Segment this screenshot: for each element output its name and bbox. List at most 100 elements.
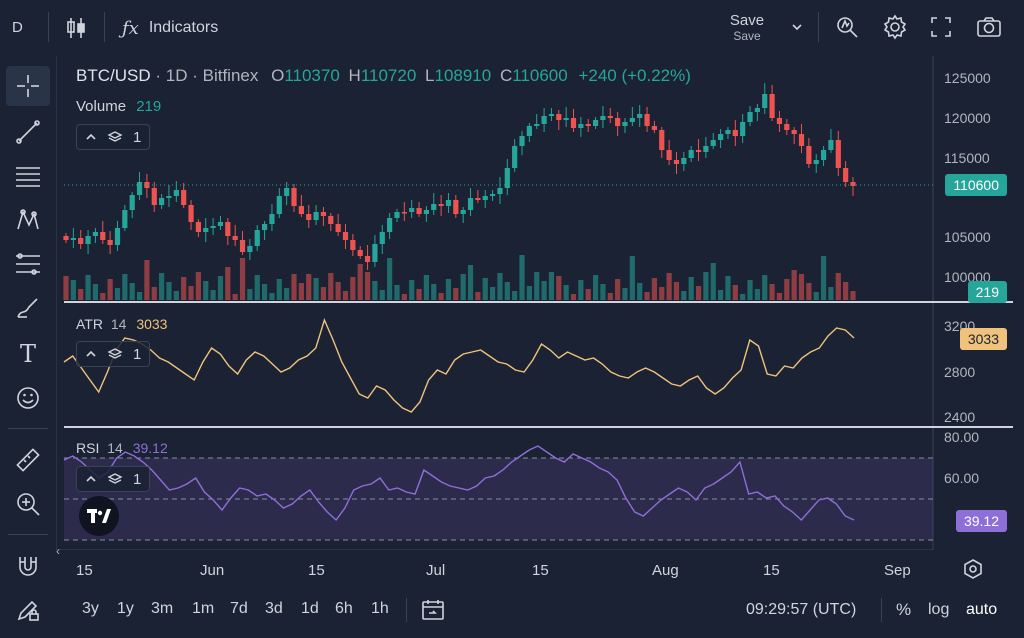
chart-type-icon[interactable]	[62, 14, 90, 42]
candle-body	[718, 134, 724, 140]
settings-gear-icon[interactable]	[882, 14, 908, 45]
symbol-short-button[interactable]: D	[12, 19, 23, 36]
horizontal-lines-tool[interactable]	[6, 156, 50, 196]
collapse-chevron-icon[interactable]	[85, 131, 97, 143]
candle-body	[232, 236, 238, 240]
quick-search-icon[interactable]	[834, 14, 860, 45]
fullscreen-icon[interactable]	[930, 16, 952, 43]
volume-bar	[747, 280, 753, 300]
rsi-axis-label: 60.00	[944, 470, 980, 486]
layer-count: 1	[133, 345, 142, 363]
volume-bar	[850, 291, 856, 300]
candle-body	[225, 222, 231, 236]
date-range-calendar-icon[interactable]	[420, 598, 446, 627]
volume-bar	[791, 270, 797, 300]
timeframe-3m[interactable]: 3m	[151, 600, 174, 617]
magnet-icon	[19, 557, 37, 576]
trend-line-tool[interactable]	[6, 112, 50, 152]
candle-body	[166, 196, 172, 198]
candle-body	[291, 188, 297, 206]
timeframe-3d[interactable]: 3d	[265, 600, 283, 617]
high-label: H	[348, 66, 361, 85]
volume-bar	[129, 283, 135, 300]
indicators-button[interactable]: ƒx Indicators	[122, 14, 218, 42]
candle-body	[762, 94, 768, 108]
volume-bar	[63, 276, 69, 300]
volume-bar	[504, 282, 510, 300]
pattern-tool[interactable]	[6, 200, 50, 240]
fib-retracement-tool[interactable]	[6, 244, 50, 284]
volume-bar	[806, 283, 812, 300]
volume-bar	[769, 284, 775, 300]
utc-clock[interactable]: 09:29:57 (UTC)	[746, 601, 857, 618]
volume-bar	[688, 277, 694, 300]
magnet-tool[interactable]	[6, 546, 50, 586]
volume-bar	[585, 289, 591, 300]
volume-bar	[725, 276, 731, 300]
tradingview-logo[interactable]	[79, 496, 119, 536]
volume-bar	[107, 279, 113, 300]
crosshair-tool[interactable]	[6, 66, 50, 106]
volume-bar	[843, 282, 849, 300]
rsi-label[interactable]: RSI	[76, 440, 100, 456]
emoji-tool[interactable]	[6, 378, 50, 418]
collapse-chevron-icon[interactable]	[85, 348, 97, 360]
candle-body	[681, 158, 687, 164]
volume-bar	[438, 293, 444, 300]
close-value: 110600	[512, 66, 568, 85]
pane-divider-atr[interactable]	[64, 426, 1013, 428]
volume-bar	[188, 286, 194, 300]
candle-body	[460, 210, 466, 214]
atr-controls[interactable]: 1	[76, 341, 151, 367]
candle-body	[364, 256, 371, 262]
volume-bar	[776, 293, 783, 300]
candle-body	[644, 114, 650, 126]
save-dropdown-chevron-icon[interactable]	[790, 20, 804, 39]
timeframe-6h[interactable]: 6h	[335, 600, 353, 617]
percent-scale-button[interactable]: %	[896, 600, 912, 619]
volume-bar	[732, 285, 738, 300]
ruler-tool[interactable]	[6, 440, 50, 480]
save-button[interactable]: Save Save	[720, 12, 774, 43]
chart-canvas[interactable]	[56, 56, 1024, 550]
timeframe-7d[interactable]: 7d	[230, 600, 248, 617]
price-axis-label: 105000	[944, 229, 991, 245]
atr-label[interactable]: ATR	[76, 316, 103, 332]
symbol-name[interactable]: BTC/USD	[76, 66, 151, 85]
ruler-icon	[16, 448, 40, 472]
zoom-in-tool[interactable]	[6, 484, 50, 524]
camera-screenshot-icon[interactable]	[976, 15, 1002, 44]
top-toolbar: D ƒx Indicators Save Save	[0, 0, 1024, 56]
volume-bar	[151, 287, 157, 300]
timeframe-1h[interactable]: 1h	[371, 600, 389, 617]
timeframe-1m[interactable]: 1m	[192, 600, 215, 617]
volume-bar	[342, 291, 349, 300]
timeframe-3y[interactable]: 3y	[82, 600, 99, 617]
scroll-left-chevron-icon[interactable]: ‹	[56, 544, 60, 558]
main-series-controls[interactable]: 1	[76, 124, 151, 150]
candle-body	[548, 114, 555, 116]
brush-tool[interactable]	[6, 288, 50, 328]
volume-bar	[173, 291, 179, 300]
auto-scale-button[interactable]: auto	[966, 601, 998, 618]
timeframe-1d[interactable]: 1d	[301, 600, 319, 617]
candle-body	[254, 230, 260, 246]
timeframe-1y[interactable]: 1y	[117, 600, 134, 617]
volume-bar	[210, 290, 216, 300]
candle-body	[342, 232, 349, 240]
pane-divider-price[interactable]	[64, 301, 1013, 303]
volume-bar	[166, 282, 172, 300]
brush-icon	[17, 298, 38, 318]
text-tool[interactable]: T	[6, 334, 50, 374]
log-scale-button[interactable]: log	[928, 601, 950, 618]
collapse-chevron-icon[interactable]	[85, 473, 97, 485]
candle-body	[445, 200, 452, 206]
rsi-axis-label: 80.00	[944, 429, 980, 445]
low-value: 108910	[434, 66, 492, 85]
rsi-line	[63, 445, 855, 522]
volume-bar	[651, 278, 658, 300]
volume-bar	[431, 284, 437, 300]
rsi-controls[interactable]: 1	[76, 466, 151, 492]
chart-settings-icon[interactable]	[962, 558, 984, 585]
lock-drawings-tool[interactable]	[6, 590, 50, 630]
